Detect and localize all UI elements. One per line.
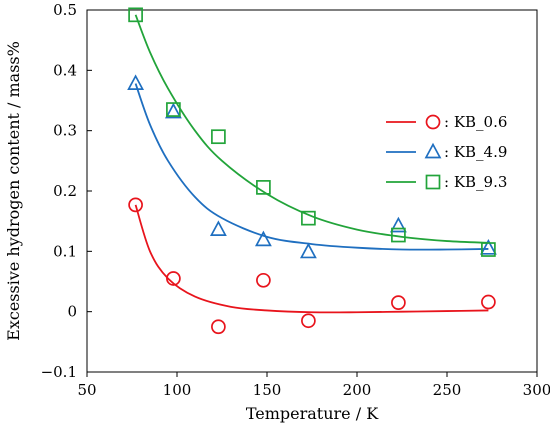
x-axis-label: Temperature / K xyxy=(246,404,379,423)
y-tick-label: 0.3 xyxy=(53,122,77,140)
y-tick-label: 0.4 xyxy=(53,61,77,79)
y-tick-label: 0.5 xyxy=(53,1,77,19)
legend-label-kb-4-9: : KB_4.9 xyxy=(444,143,507,161)
data-point-kb-4-9 xyxy=(299,242,317,259)
data-point-kb-9-3 xyxy=(128,7,143,23)
data-point-kb-9-3 xyxy=(166,102,181,117)
data-point-kb-0-6 xyxy=(256,272,271,288)
fit-lines xyxy=(134,14,489,314)
fit-line-kb-4-9 xyxy=(134,83,489,251)
data-point-kb-4-9 xyxy=(127,74,145,90)
data-point-kb-9-3 xyxy=(391,227,406,243)
axis-ticks xyxy=(86,9,538,377)
data-point-kb-9-3 xyxy=(256,180,271,195)
x-tick-label: 250 xyxy=(433,381,462,399)
tick-labels: 50 100 150 200 250 300 −0.1 0 0.1 0.2 0.3 0.4 0.5 xyxy=(41,1,550,399)
y-tick-label: 0 xyxy=(67,303,77,321)
data-point-kb-0-6 xyxy=(128,197,143,213)
data-point-kb-0-6 xyxy=(166,271,181,286)
x-tick-label: 300 xyxy=(523,381,550,399)
data-point-kb-4-9 xyxy=(479,239,497,255)
data-point-kb-4-9 xyxy=(254,230,272,247)
data-point-kb-4-9 xyxy=(209,220,227,236)
data-point-kb-4-9 xyxy=(389,216,407,233)
x-tick-label: 100 xyxy=(163,381,192,399)
data-point-kb-9-3 xyxy=(301,210,316,226)
data-markers xyxy=(127,7,497,335)
data-point-kb-4-9 xyxy=(164,102,182,119)
y-tick-label: −0.1 xyxy=(41,363,77,381)
legend-marker-kb-9-3 xyxy=(425,174,441,190)
data-point-kb-0-6 xyxy=(481,294,496,310)
legend: : KB_0.6 : KB_4.9 : KB_9.3 xyxy=(386,113,507,191)
data-point-kb-0-6 xyxy=(391,295,406,310)
legend-marker-kb-0-6 xyxy=(425,114,441,130)
x-tick-label: 200 xyxy=(343,381,372,399)
plot-frame xyxy=(86,9,538,373)
data-point-kb-9-3 xyxy=(481,242,496,257)
legend-marker-kb-4-9 xyxy=(424,142,442,159)
legend-label-kb-9-3: : KB_9.3 xyxy=(444,173,507,191)
y-tick-label: 0.1 xyxy=(53,242,77,260)
y-tick-label: 0.2 xyxy=(53,182,77,200)
x-tick-label: 150 xyxy=(253,381,282,399)
data-point-kb-0-6 xyxy=(211,319,226,335)
legend-label-kb-0-6: : KB_0.6 xyxy=(444,113,507,131)
y-axis-label: Excessive hydrogen content / mass% xyxy=(4,41,23,341)
fit-line-kb-0-6 xyxy=(134,204,489,314)
x-tick-label: 50 xyxy=(77,381,96,399)
data-point-kb-0-6 xyxy=(301,313,316,329)
data-point-kb-9-3 xyxy=(211,129,226,145)
